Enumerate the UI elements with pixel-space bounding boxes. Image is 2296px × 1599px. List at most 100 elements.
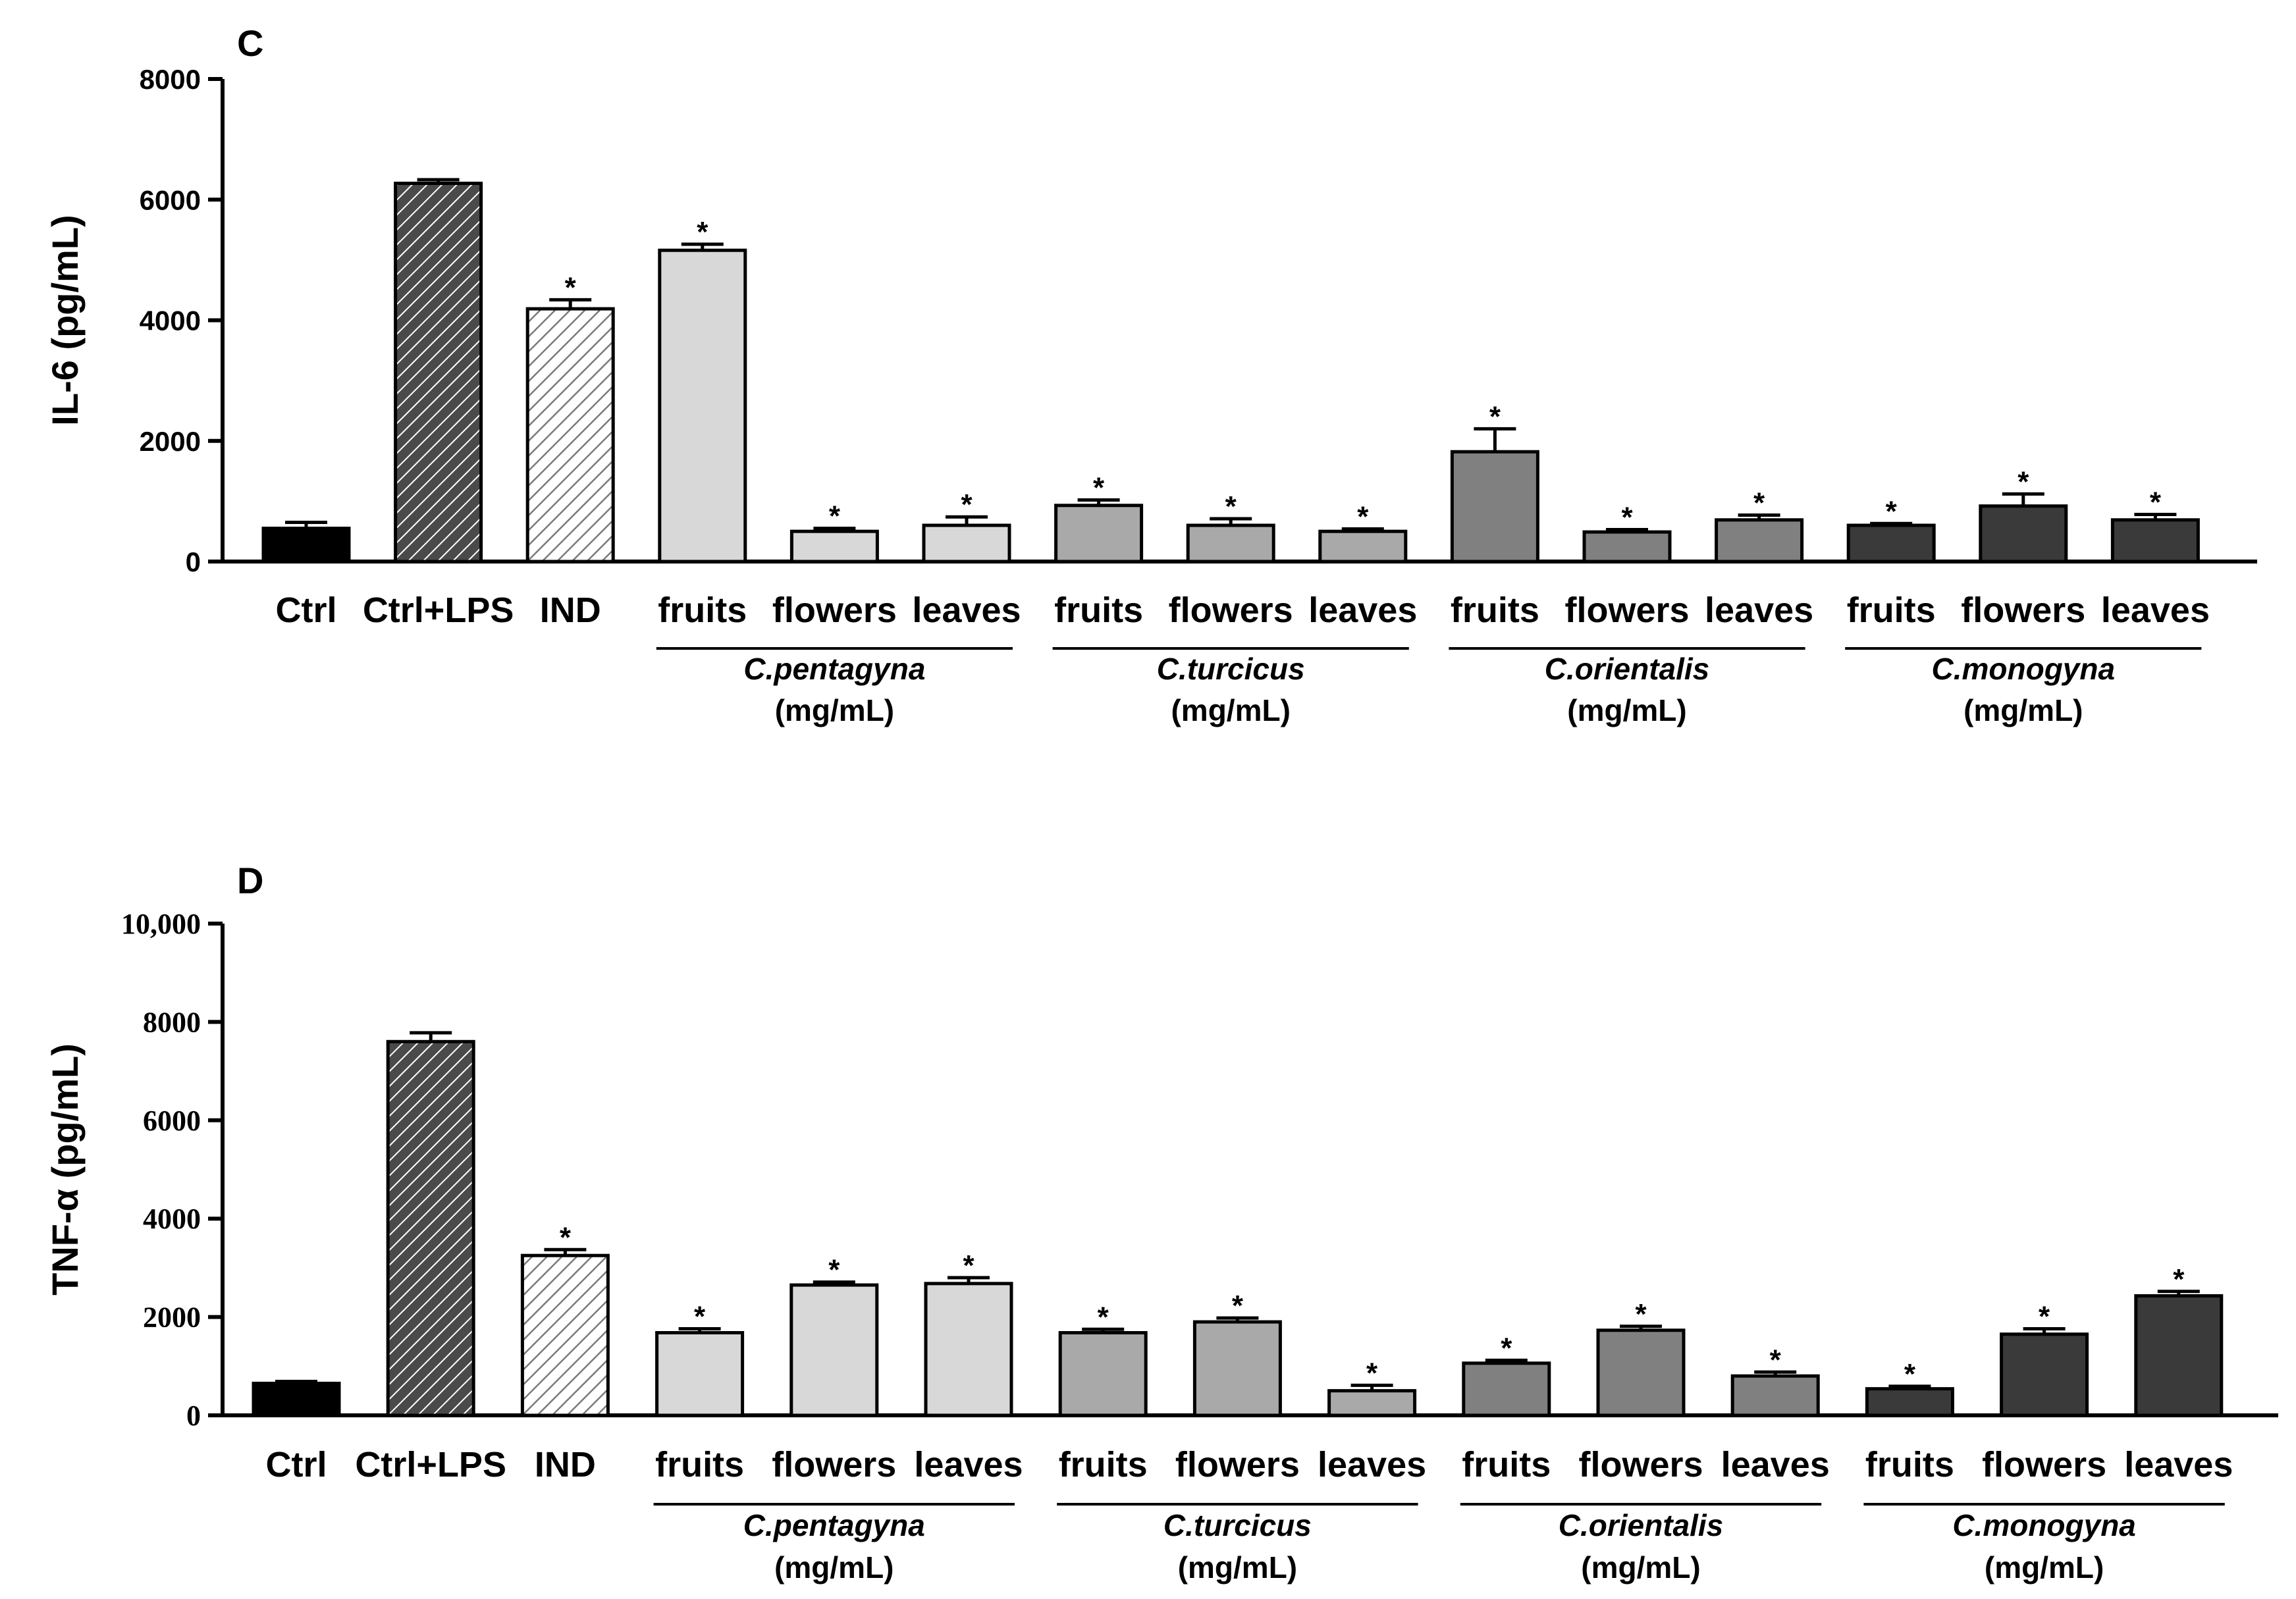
panel-c-significance-star: * [961,488,973,521]
panel-d-y-tick-label: 8000 [143,1006,201,1038]
panel-c-category-label: flowers [1169,590,1293,630]
panel-d-group-name: C.turcicus [1163,1508,1312,1542]
panel-d-significance-star: * [828,1254,840,1286]
panel-c-category-label: Ctrl [276,590,337,630]
panel-d-significance-star: * [1098,1301,1109,1333]
panel-c-significance-star: * [1886,495,1898,527]
panel-c-bar [789,529,879,564]
panel-d-category-label: leaves [914,1445,1023,1484]
panel-c-y-tick-label: 4000 [140,305,201,336]
panel-c-y-tick-label: 0 [186,546,201,577]
panel-c-significance-star: * [1093,472,1105,504]
panel-d-bar [1327,1389,1417,1417]
panel-c-y-tick-label: 2000 [140,426,201,457]
panel-c-bar [1318,529,1408,564]
panel-d-y-tick-label: 10,000 [121,908,201,940]
panel-c-y-tick-label: 8000 [140,64,201,95]
panel-d-y-axis-label: TNF-α (pg/mL) [44,1043,86,1296]
panel-c-bar [2110,518,2200,564]
panel-d-category-label: flowers [1982,1445,2106,1484]
panel-c-group-name: C.monogyna [1932,652,2116,686]
panel-c-significance-star: * [1489,400,1501,433]
panel-d-bar [1058,1331,1148,1417]
panel-c-group-unit: (mg/mL) [775,693,894,727]
panel-c-bar [922,523,1011,564]
panel-d-bar [2000,1332,2089,1417]
panel-c-group-name: C.pentagyna [743,652,925,686]
panel-d-category-label: fruits [1059,1445,1148,1484]
panel-d-category-label: leaves [1721,1445,1830,1484]
panel-c-significance-star: * [697,216,708,248]
panel-c-category-label: leaves [912,590,1021,630]
panel-d-category-label: flowers [1175,1445,1300,1484]
chart-panel-d: D TNF-α (pg/mL) 0 2000 4000 6000 8000 10,000 Ctr… [44,860,2278,1585]
panel-d-bar [2134,1294,2224,1417]
panel-d-bar [924,1282,1013,1417]
panel-c-y-axis-label: IL-6 (pg/mL) [44,215,86,425]
panel-c-significance-star: * [1621,501,1633,533]
chart-panel-c: C IL-6 (pg/mL) 0 2000 4000 6000 8000 Ctrl Ctrl+L… [44,22,2257,727]
panel-d-bar [1730,1374,1820,1417]
panel-d-significance-star: * [1232,1290,1244,1322]
panel-c-bar [658,248,747,564]
panel-d-bar [1462,1361,1551,1417]
panel-c-bar [1054,504,1144,564]
panel-d-bar [655,1331,745,1417]
panel-d-category-label: leaves [2124,1445,2233,1484]
panel-c-bar [1186,523,1275,564]
panel-d-significance-star: * [2173,1263,2185,1296]
panel-d-group-name: C.orientalis [1559,1508,1724,1542]
panel-c-category-label: IND [540,590,601,630]
panel-c-bar [394,182,483,564]
panel-d-group-unit: (mg/mL) [774,1550,894,1585]
panel-d-significance-star: * [560,1221,572,1253]
panel-d-significance-star: * [694,1301,706,1333]
panel-c-group-name: C.orientalis [1545,652,1710,686]
panel-c-significance-star: * [2150,486,2162,519]
panel-d-bar [520,1253,610,1417]
panel-c-significance-star: * [565,271,577,303]
panel-d-category-label: fruits [1865,1445,1954,1484]
panel-d-y-tick-label: 0 [186,1400,201,1432]
panel-d-category-label: fruits [1462,1445,1551,1484]
panel-c-y-tick-label: 6000 [140,184,201,215]
panel-c-group-unit: (mg/mL) [1171,693,1290,727]
panel-c-significance-star: * [2017,465,2029,498]
panel-c-bar [1979,504,2068,564]
panel-d-category-label: leaves [1318,1445,1426,1484]
panel-c-category-label: fruits [658,590,747,630]
panel-c-significance-star: * [1357,501,1369,533]
panel-d-y-tick-label: 4000 [143,1203,201,1235]
panel-d-category-label: flowers [772,1445,896,1484]
panel-d-bar [1865,1387,1954,1417]
panel-c-category-label: fruits [1451,590,1539,630]
panel-c-category-label: flowers [1564,590,1689,630]
panel-d-bar [386,1039,475,1417]
panel-c-group-unit: (mg/mL) [1963,693,2083,727]
panel-c-significance-star: * [1753,486,1765,519]
panel-d-category-label: Ctrl [266,1445,327,1484]
panel-d-significance-star: * [1501,1332,1512,1364]
panel-d-group-unit: (mg/mL) [1178,1550,1297,1585]
panel-c-category-label: leaves [1705,590,1813,630]
panel-d-group-name: C.pentagyna [743,1508,925,1542]
panel-d-significance-star: * [1635,1298,1647,1330]
panel-d-category-label: IND [535,1445,596,1484]
panel-c-category-label: fruits [1054,590,1143,630]
panel-c-category-label: flowers [1961,590,2085,630]
panel-d-category-label: Ctrl+LPS [355,1445,506,1484]
panel-d-significance-star: * [1770,1344,1782,1376]
panel-c-bar [1450,450,1539,564]
panel-c-significance-star: * [829,500,841,533]
panel-c-category-label: fruits [1847,590,1936,630]
panel-c-category-label: leaves [2101,590,2210,630]
panel-d-bar [1596,1328,1686,1417]
panel-d-significance-star: * [963,1249,974,1282]
panel-c-significance-star: * [1225,490,1237,523]
panel-d-significance-star: * [1366,1357,1378,1389]
panel-c-category-label: leaves [1308,590,1417,630]
panel-c-group-unit: (mg/mL) [1567,693,1686,727]
panel-d-letter: D [237,860,263,901]
panel-d-group-unit: (mg/mL) [1985,1550,2104,1585]
